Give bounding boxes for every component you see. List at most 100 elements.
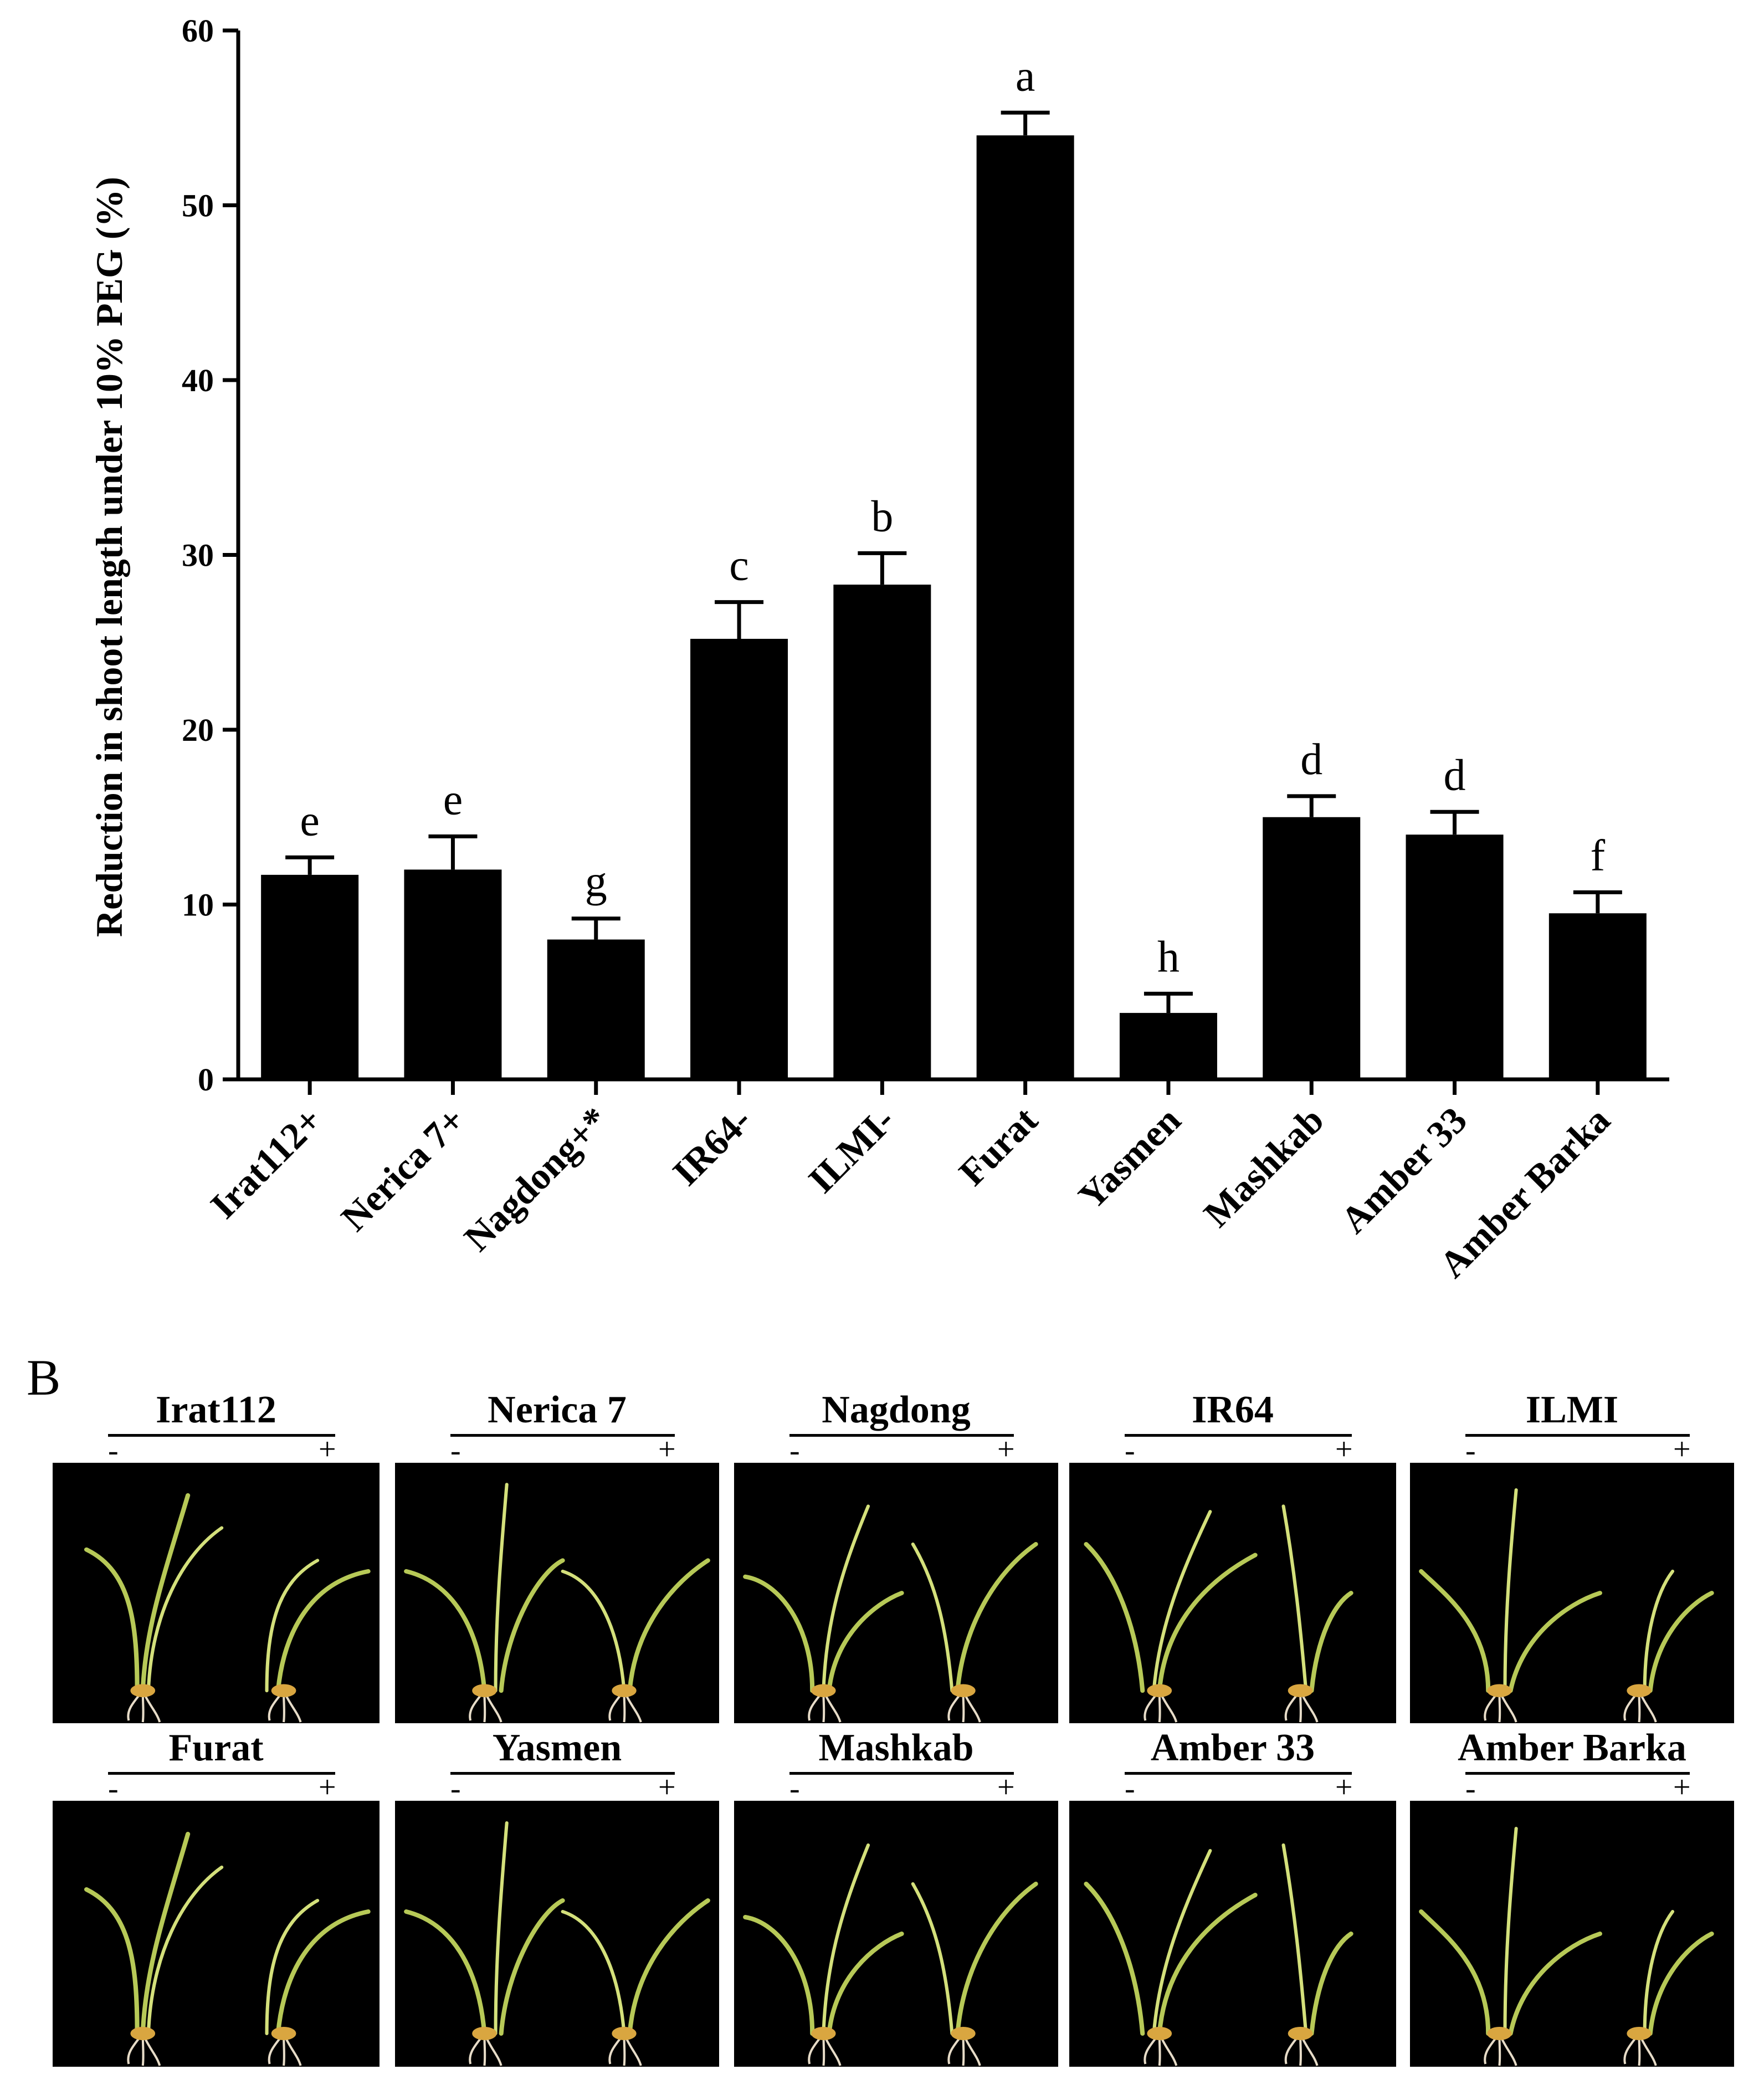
y-tick-label: 20 <box>182 712 214 748</box>
seedling-photo <box>1069 1801 1396 2067</box>
seedling-illustration <box>1084 1843 1353 2066</box>
control-sign: - <box>1125 1433 1135 1468</box>
y-axis-label: Reduction in shoot length under 10% PEG … <box>88 177 130 937</box>
bar <box>1406 834 1504 1079</box>
significance-letter: d <box>1300 735 1322 784</box>
treatment-rule <box>108 1434 335 1437</box>
control-sign: - <box>789 1433 800 1468</box>
significance-letter: g <box>585 858 607 906</box>
treatment-rule <box>1125 1772 1352 1775</box>
treatment-rule <box>1125 1434 1352 1437</box>
treatment-sign: + <box>658 1770 676 1805</box>
seedling-photo-panel: IR64 - + <box>1069 1391 1396 1723</box>
seedling-photo-panel: ILMI - + <box>1410 1391 1734 1723</box>
photo-title: Yasmen <box>492 1727 622 1769</box>
seedling-photo-panel: Yasmen - + <box>395 1729 719 2067</box>
treatment-sign: + <box>997 1770 1015 1805</box>
photo-title: Nagdong <box>822 1389 971 1431</box>
x-tick-label: Mashkab <box>1196 1099 1332 1235</box>
significance-letter: e <box>300 796 320 845</box>
seedling-photo <box>734 1801 1058 2067</box>
y-tick-label: 10 <box>182 887 214 923</box>
photo-title: Amber Barka <box>1458 1727 1686 1769</box>
photo-title: Furat <box>168 1727 264 1769</box>
seedling-photo <box>1410 1801 1734 2067</box>
photo-title: Amber 33 <box>1150 1727 1315 1769</box>
seedling-photo <box>53 1463 380 1723</box>
control-sign: - <box>1465 1771 1476 1806</box>
bar <box>976 135 1074 1079</box>
y-tick-label: 40 <box>182 362 214 398</box>
treatment-rule <box>450 1772 675 1775</box>
seedling-illustration <box>743 1504 1038 1723</box>
bars-layer: e e g c b a h d d f <box>261 52 1647 1079</box>
photo-title: Mashkab <box>818 1727 974 1769</box>
significance-letter: h <box>1157 933 1180 981</box>
significance-letter: e <box>443 775 463 824</box>
x-tick-label: Amber 33 <box>1332 1099 1475 1241</box>
x-tick-label: IR64- <box>664 1099 759 1194</box>
significance-letter: b <box>871 492 893 541</box>
significance-letter: c <box>729 541 749 590</box>
seedling-photo <box>1069 1463 1396 1723</box>
treatment-rule <box>789 1434 1014 1437</box>
seedling-illustration <box>1419 1827 1714 2066</box>
bar <box>1119 1013 1217 1079</box>
control-sign: - <box>450 1771 461 1806</box>
treatment-sign: + <box>319 1770 336 1805</box>
seedling-photo-panel: Irat112 - + <box>53 1391 380 1723</box>
bar <box>404 869 502 1079</box>
control-sign: - <box>1125 1771 1135 1806</box>
treatment-sign: + <box>1673 1770 1691 1805</box>
bar <box>547 939 645 1079</box>
bar <box>1548 913 1647 1079</box>
seedling-photo-panel: Furat - + <box>53 1729 380 2067</box>
bar-chart: e e g c b a h d d f 0 10 20 30 40 50 60 Irat112+ Nerica 7… <box>88 13 1669 1285</box>
control-sign: - <box>108 1771 119 1806</box>
seedling-illustration <box>404 1483 710 1723</box>
seedling-illustration <box>84 1832 371 2066</box>
treatment-rule <box>1465 1772 1690 1775</box>
control-sign: - <box>789 1771 800 1806</box>
x-tick-label: Irat112+ <box>202 1099 330 1227</box>
seedling-photo-panel: Amber 33- + <box>1069 1729 1396 2067</box>
x-tick-label: ILMI- <box>800 1099 902 1201</box>
seedling-photo-panel: Mashkab - + <box>734 1729 1058 2067</box>
bar <box>690 638 788 1079</box>
seedling-photo-panel: Nagdong - + <box>734 1391 1058 1723</box>
control-sign: - <box>450 1433 461 1468</box>
seedling-illustration <box>84 1493 371 1723</box>
treatment-rule <box>1465 1434 1690 1437</box>
y-tick-label: 50 <box>182 188 214 224</box>
treatment-sign: + <box>997 1432 1015 1467</box>
photo-title: Nerica 7 <box>488 1389 627 1431</box>
x-tick-label: Nagdong+* <box>456 1099 617 1259</box>
treatment-sign: + <box>1673 1432 1691 1467</box>
photo-title: ILMI <box>1525 1389 1619 1431</box>
seedling-illustration <box>743 1843 1038 2066</box>
treatment-sign: + <box>319 1432 336 1467</box>
treatment-rule <box>108 1772 335 1775</box>
control-sign: - <box>1465 1433 1476 1468</box>
significance-letter: f <box>1591 831 1606 880</box>
treatment-sign: + <box>1335 1770 1353 1805</box>
significance-letter: d <box>1444 751 1466 800</box>
seedling-photo <box>395 1801 719 2067</box>
photo-title: Irat112 <box>156 1389 276 1431</box>
y-tick-label: 30 <box>182 537 214 573</box>
x-tick-label: Nerica 7+ <box>333 1099 473 1239</box>
treatment-rule <box>450 1434 675 1437</box>
seedling-photo-panel: Nerica 7- + <box>395 1391 719 1723</box>
bar <box>261 874 359 1079</box>
y-tick-label: 60 <box>182 13 214 49</box>
x-tick-label: Furat <box>951 1099 1045 1194</box>
control-sign: - <box>108 1433 119 1468</box>
seedling-photo-panel: Amber Barka - + <box>1410 1729 1734 2067</box>
y-tick-label: 0 <box>198 1062 214 1098</box>
seedling-illustration <box>1084 1504 1353 1723</box>
seedling-illustration <box>404 1821 710 2066</box>
treatment-sign: + <box>658 1432 676 1467</box>
treatment-rule <box>789 1772 1014 1775</box>
significance-letter: a <box>1016 52 1035 100</box>
x-tick-label: Yasmen <box>1070 1099 1189 1217</box>
